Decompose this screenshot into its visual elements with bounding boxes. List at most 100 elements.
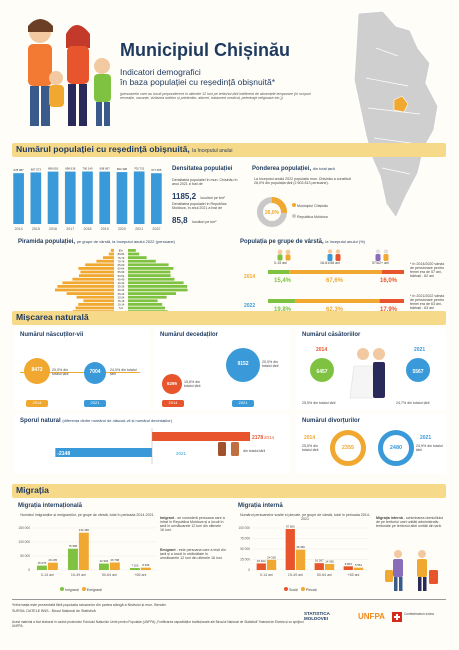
share-legend-city: Municipiul Chișinău (292, 203, 328, 208)
age-val-2022-0: 19,8% (274, 307, 292, 313)
pyramid-age-label: 65-69 (118, 263, 125, 267)
intl-bar-a (36, 565, 47, 570)
age-val-2022-2: 17,9% (380, 307, 398, 313)
pyramid-age-label: 30-34 (118, 288, 125, 292)
pyramid-age-label: 20-24 (118, 295, 125, 299)
natural-band (12, 311, 446, 325)
pyramid-age-label: 55-59 (118, 270, 125, 274)
pyramid-bar-men (75, 306, 114, 310)
deaths-panel: Numărul decedaților 6295 15,6% din total… (154, 328, 290, 410)
internal-bar-b (353, 567, 364, 570)
pyramid-bar-men (76, 295, 114, 299)
population-bar (133, 171, 145, 224)
pyramid-title: Piramida populației, pe grupe de vârstă,… (18, 239, 175, 245)
density-block-2: Densitatea populației în Republica Moldo… (172, 202, 227, 226)
internal-label-b: 14 365 (325, 559, 334, 563)
age-groups-panel: 0-15 ani 16-61/56 ani 57/62+ ani * în 20… (240, 248, 448, 328)
internal-bar-a (285, 529, 295, 570)
intl-def-emi: Emigrant - este persoana care a ieșit di… (160, 548, 226, 561)
marriages-year-2021: 2021 (414, 347, 426, 353)
pyramid-age-label: 35-39 (118, 285, 125, 289)
pyramid-bar-women (128, 281, 184, 285)
births-panel: Numărul născuților-vii 8473 20,0% din to… (14, 328, 150, 410)
age-label-0: 0-15 ani (274, 261, 287, 265)
births-year-2014: 2014 (26, 400, 48, 407)
divorces-ring-2021 (378, 430, 414, 466)
intl-label-b: 26 798 (111, 558, 120, 562)
age-bar-segment (289, 270, 383, 274)
intl-chart-title: Numărul imigranților și emigranților, pe… (20, 513, 154, 517)
pyramid-bar-women (128, 259, 156, 263)
pyramid-bar-men (80, 270, 114, 274)
intl-category-label: 15-49 ani (71, 573, 86, 577)
pyramid-age-label: 75-79 (118, 256, 125, 260)
internal-category-label: 0-14 ani (260, 573, 273, 577)
internal-category-label: 50-64 ani (317, 573, 332, 577)
internal-tick-label: 50 000 (240, 547, 250, 551)
deaths-pct-2021: 20,0% din totalul țării (262, 360, 279, 369)
population-bar (151, 173, 162, 224)
deaths-value-2014: 6295 (166, 381, 177, 386)
pyramid-bar-women (128, 303, 163, 306)
internal-def: Migrația internă - schimbarea domiciliul… (376, 516, 444, 529)
density-title: Densitatea populației (172, 166, 233, 172)
natural-increase-chart: 2178 2014 -2148 2021 din totalul țării (55, 428, 275, 464)
population-bar-label: 698 618 (48, 167, 59, 171)
marriages-year-2014: 2014 (316, 347, 328, 353)
population-bar-label: 700 715 (134, 166, 145, 170)
age-note-1: * în 2014/2020 vârsta de pensionare pent… (410, 262, 445, 279)
swiss-logo-text: Confederaziun svizra (404, 612, 434, 616)
increase-value-2021: -2148 (57, 451, 70, 457)
population-year-label: 2020 (118, 227, 126, 231)
pyramid-bar-men (55, 288, 114, 292)
pyramid-bar-men (72, 277, 114, 281)
seniors-icon (375, 249, 389, 261)
internal-bar-a (343, 566, 353, 570)
pyramid-bar-men (78, 267, 114, 270)
increase-panel: Sporul natural (diferența dintre numărul… (14, 414, 290, 474)
intl-category-label: +65 ani (134, 573, 146, 577)
population-band (12, 143, 446, 157)
population-bar-label: 692 328 (117, 167, 128, 171)
pyramid-age-label: 80-84 (118, 252, 125, 256)
share-text: La începutul anului 2022 populația mun. … (254, 177, 351, 186)
age-groups-title: Populația pe grupe de vârstă, la început… (240, 239, 365, 245)
internal-bar-b (324, 563, 335, 570)
pyramid-age-label: 25-29 (118, 292, 125, 296)
intl-label-a: 75 986 (69, 544, 78, 548)
age-bar-2014 (268, 270, 404, 274)
deaths-year-2014: 2014 (162, 400, 184, 407)
divorces-pct-2021: 24,9% din totalul țării (416, 444, 443, 453)
pyramid-bar-women (128, 263, 169, 267)
coffin-label: din totalul țării (243, 449, 265, 453)
internal-label-b: 24 318 (267, 555, 276, 559)
coffin-icon (218, 442, 226, 456)
migration-band-title: Migrația (16, 485, 49, 495)
pyramid-bar-women (128, 292, 176, 295)
natural-band-title: Mișcarea naturală (16, 312, 89, 322)
intl-def-imm: Imigrant - se consideră persoana care a … (160, 516, 225, 533)
population-bar (30, 172, 42, 224)
divorces-ring-2014 (330, 430, 366, 466)
pyramid-bar-men (103, 256, 114, 259)
footer-credit: Acest material a fost elaborat în cadrul… (12, 620, 304, 628)
pyramid-age-label: 50-54 (118, 274, 125, 278)
intl-bar-a (67, 548, 78, 570)
pyramid-bar-women (128, 249, 136, 252)
statistica-logo: STATISTICA MOLDOVEI (304, 611, 330, 621)
internal-tick-label: 75 000 (240, 537, 250, 541)
pyramid-bar-men (62, 281, 114, 285)
share-title: Ponderea populației, din total țară (252, 166, 335, 172)
share-legend-country: Republica Moldova (292, 214, 328, 219)
population-bar-label: 698 618 (65, 167, 76, 171)
deaths-circle-2014 (162, 374, 182, 394)
intl-label-a: 15 675 (38, 561, 47, 565)
intl-bar-b (109, 562, 120, 570)
kids-icon (277, 249, 291, 261)
adults-icon (327, 249, 341, 261)
births-circle-2014 (24, 358, 50, 384)
pyramid-bar-women (128, 267, 174, 270)
marriages-pct-2021: 24,7% din totalul țării (396, 401, 430, 405)
population-bar (47, 171, 59, 224)
